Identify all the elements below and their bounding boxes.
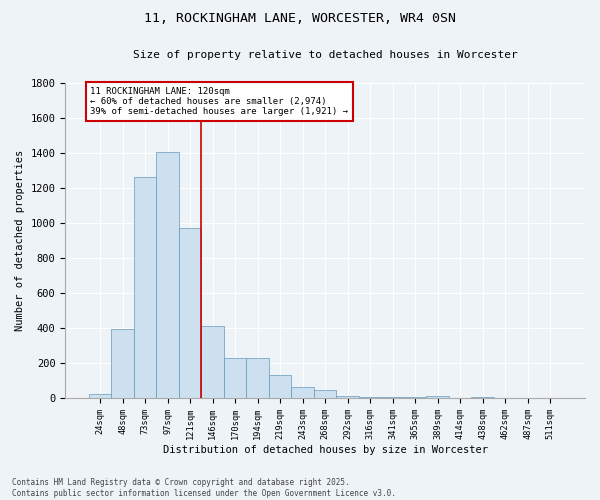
- Bar: [427, 396, 449, 398]
- Bar: [89, 394, 112, 398]
- Text: 11, ROCKINGHAM LANE, WORCESTER, WR4 0SN: 11, ROCKINGHAM LANE, WORCESTER, WR4 0SN: [144, 12, 456, 26]
- Bar: [292, 387, 314, 398]
- Bar: [472, 397, 494, 398]
- Bar: [224, 358, 247, 398]
- Bar: [179, 228, 202, 398]
- Title: Size of property relative to detached houses in Worcester: Size of property relative to detached ho…: [133, 50, 518, 60]
- Bar: [337, 396, 359, 398]
- Text: 11 ROCKINGHAM LANE: 120sqm
← 60% of detached houses are smaller (2,974)
39% of s: 11 ROCKINGHAM LANE: 120sqm ← 60% of deta…: [90, 86, 348, 117]
- X-axis label: Distribution of detached houses by size in Worcester: Distribution of detached houses by size …: [163, 445, 488, 455]
- Bar: [134, 176, 157, 398]
- Y-axis label: Number of detached properties: Number of detached properties: [15, 150, 25, 331]
- Bar: [247, 358, 269, 398]
- Text: Contains HM Land Registry data © Crown copyright and database right 2025.
Contai: Contains HM Land Registry data © Crown c…: [12, 478, 396, 498]
- Bar: [202, 326, 224, 398]
- Bar: [112, 329, 134, 398]
- Bar: [269, 376, 292, 398]
- Bar: [157, 152, 179, 398]
- Bar: [314, 390, 337, 398]
